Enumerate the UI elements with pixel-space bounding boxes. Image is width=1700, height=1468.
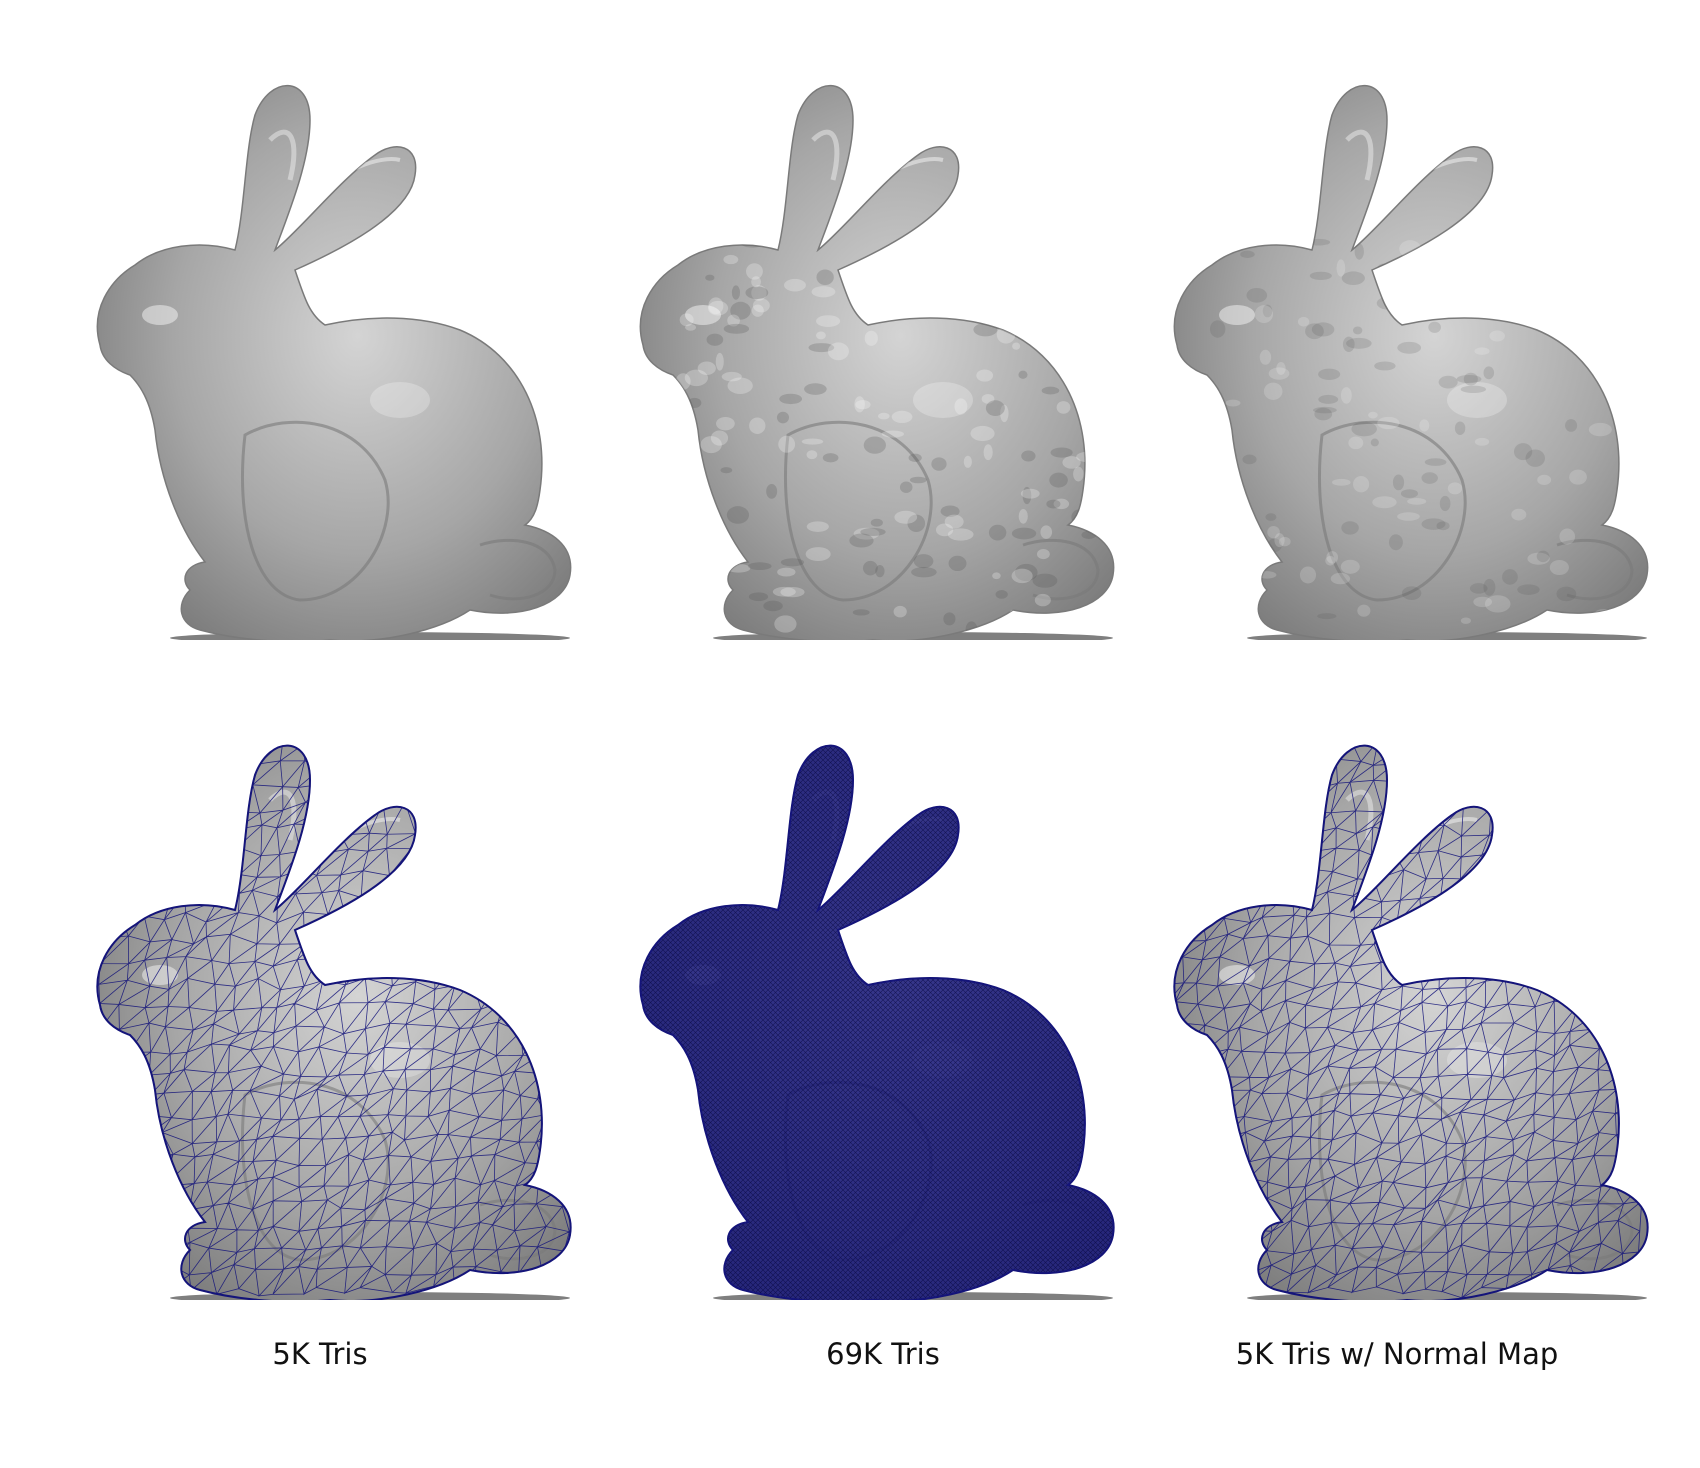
bunny-5k-shaded bbox=[40, 40, 600, 640]
bunny-body bbox=[96, 84, 572, 640]
caption-5k-tris: 5K Tris bbox=[272, 1337, 368, 1371]
bunny-body bbox=[639, 84, 1115, 640]
caption-69k-tris: 69K Tris bbox=[826, 1337, 940, 1371]
bunny-5k-wireframe bbox=[40, 700, 600, 1300]
bunny-body bbox=[1173, 84, 1649, 640]
bunny-69k-shaded bbox=[583, 40, 1143, 640]
bunny-5k-normalmap-shaded bbox=[1117, 40, 1677, 640]
bunny-5k-normalmap-wireframe bbox=[1117, 700, 1677, 1300]
bunny-69k-wireframe bbox=[583, 700, 1143, 1300]
caption-5k-tris-normal-map: 5K Tris w/ Normal Map bbox=[1235, 1337, 1559, 1371]
